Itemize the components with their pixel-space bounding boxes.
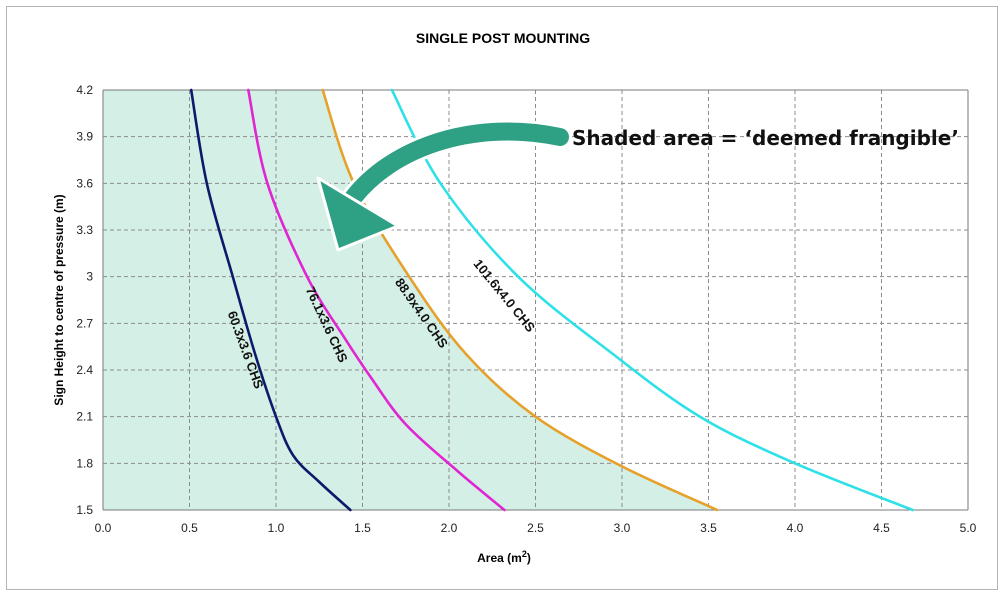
x-tick-label: 0.5 bbox=[181, 521, 198, 535]
shaded-region-layer bbox=[103, 90, 718, 510]
y-tick-label: 3.6 bbox=[76, 176, 93, 190]
x-tick-label: 2.0 bbox=[441, 521, 458, 535]
series-layer bbox=[189, 88, 914, 512]
annotation-arrow-layer bbox=[316, 119, 572, 252]
y-axis-title: Sign Height to centre of pressure (m) bbox=[52, 194, 66, 406]
y-tick-label: 3.3 bbox=[76, 223, 93, 237]
y-tick-label: 2.7 bbox=[76, 316, 93, 330]
arrow-body bbox=[339, 122, 569, 214]
x-tick-label: 3.5 bbox=[700, 521, 717, 535]
series-line bbox=[247, 88, 506, 512]
grid-layer bbox=[102, 89, 969, 511]
x-tick-label: 0.0 bbox=[95, 521, 112, 535]
y-tick-label: 3.9 bbox=[76, 130, 93, 144]
series-line bbox=[390, 88, 914, 512]
x-tick-label: 2.5 bbox=[527, 521, 544, 535]
x-tick-label: 3.0 bbox=[614, 521, 631, 535]
x-tick-label: 5.0 bbox=[960, 521, 977, 535]
y-tick-label: 1.5 bbox=[76, 503, 93, 517]
chart-title: SINGLE POST MOUNTING bbox=[415, 30, 591, 46]
y-tick-label: 2.1 bbox=[76, 410, 93, 424]
annotation-arrow bbox=[316, 119, 572, 252]
y-tick-label: 1.8 bbox=[76, 456, 93, 470]
x-tick-label: 1.0 bbox=[268, 521, 285, 535]
x-tick-label: 1.5 bbox=[354, 521, 371, 535]
x-axis-title: Area (m2) bbox=[477, 549, 531, 565]
arrow-head bbox=[316, 176, 400, 252]
annotation-text: Shaded area = ‘deemed frangible’ bbox=[572, 126, 959, 150]
shaded-region bbox=[103, 90, 718, 510]
x-tick-label: 4.5 bbox=[873, 521, 890, 535]
y-tick-label: 2.4 bbox=[76, 363, 93, 377]
series-line bbox=[189, 88, 352, 512]
y-tick-label: 3 bbox=[86, 270, 93, 284]
y-tick-label: 4.2 bbox=[76, 83, 93, 97]
tick-layer: 0.0 0.5 1.0 1.5 2.0 2.5 3.0 3.5 4.0 4.5 5.0 1.5 1.8 2… bbox=[76, 83, 976, 535]
x-tick-label: 4.0 bbox=[787, 521, 804, 535]
